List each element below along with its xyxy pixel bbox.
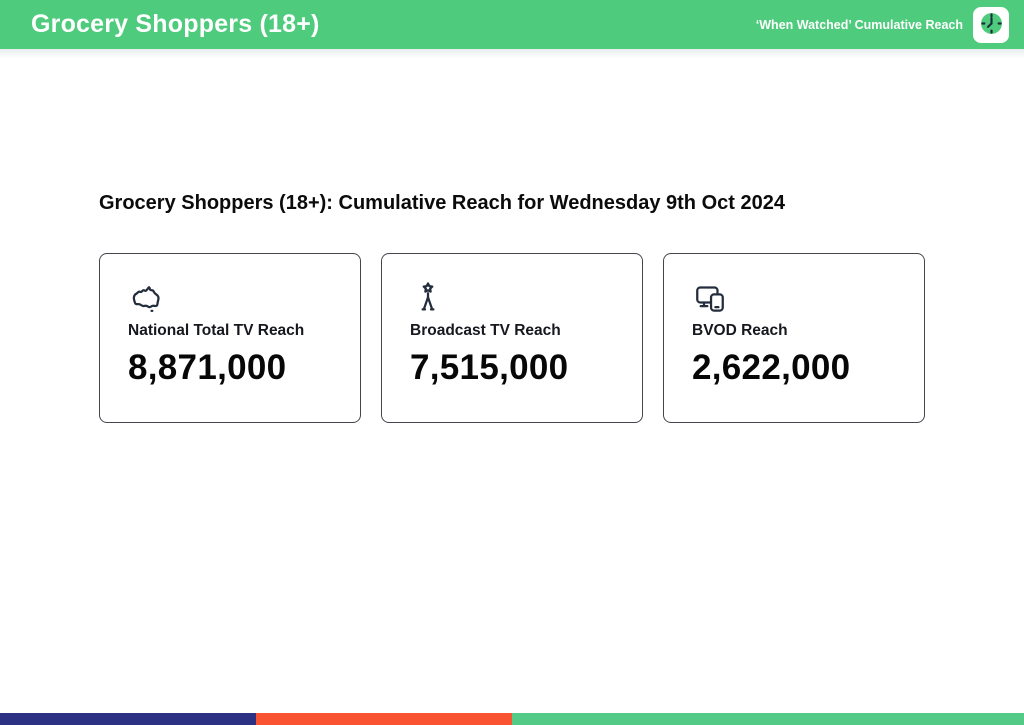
app-title: Grocery Shoppers (18+)	[31, 10, 320, 38]
broadcast-tower-icon	[410, 280, 614, 316]
app-header: Grocery Shoppers (18+) ‘When Watched’ Cu…	[0, 0, 1024, 49]
kpi-card-bvod: BVOD Reach 2,622,000	[663, 253, 925, 423]
header-right-group: ‘When Watched’ Cumulative Reach	[755, 6, 1009, 43]
footer-segment-navy	[0, 713, 256, 725]
kpi-card-broadcast-tv: Broadcast TV Reach 7,515,000	[381, 253, 643, 423]
clock-icon	[978, 10, 1005, 40]
footer-segment-green	[512, 713, 1024, 725]
kpi-value: 7,515,000	[410, 348, 569, 387]
kpi-card-row: National Total TV Reach 8,871,000 Broadc…	[99, 253, 925, 423]
kpi-label: Broadcast TV Reach	[410, 322, 561, 339]
kpi-value: 2,622,000	[692, 348, 851, 387]
footer-brand-bar	[0, 713, 1024, 725]
kpi-card-national-total-tv: National Total TV Reach 8,871,000	[99, 253, 361, 423]
header-divider	[0, 49, 1024, 58]
kpi-label: BVOD Reach	[692, 322, 788, 339]
kpi-value: 8,871,000	[128, 348, 287, 387]
australia-map-icon	[128, 280, 332, 316]
when-watched-clock-button[interactable]	[973, 6, 1009, 43]
kpi-label: National Total TV Reach	[128, 322, 305, 339]
report-mode-label: ‘When Watched’ Cumulative Reach	[755, 17, 963, 32]
footer-segment-orange	[256, 713, 512, 725]
devices-icon	[692, 280, 896, 316]
page-heading: Grocery Shoppers (18+): Cumulative Reach…	[99, 192, 785, 214]
